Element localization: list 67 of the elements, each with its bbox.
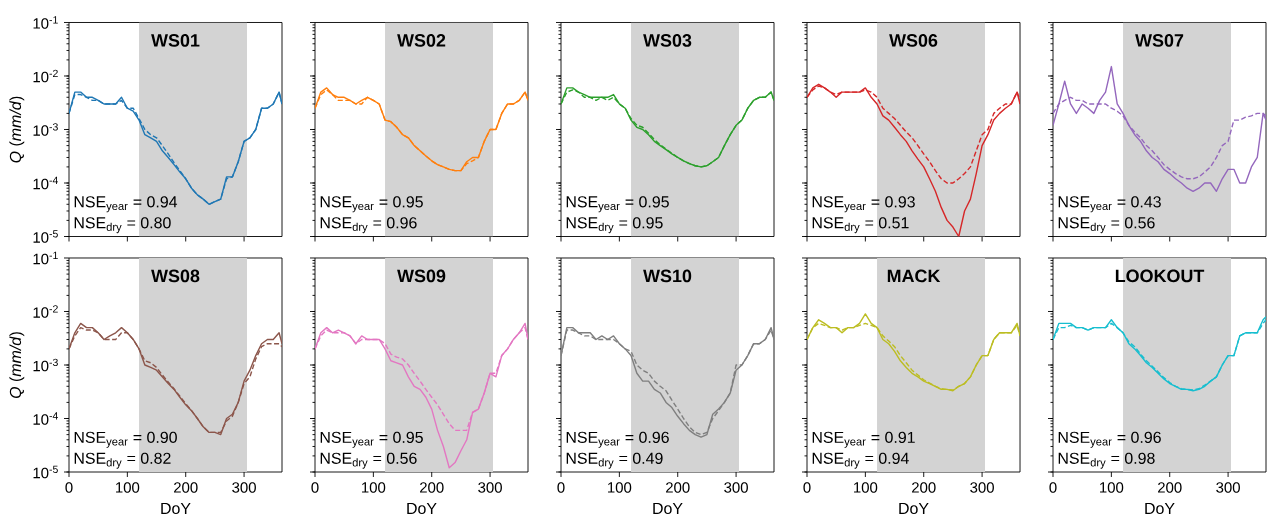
x-tick-label: 0 (803, 482, 811, 493)
x-tick-label: 300 (970, 482, 994, 493)
annotation: NSE$_{dry}$ = 0.95 (566, 217, 663, 234)
text: MACK (887, 269, 941, 283)
text: WS02 (397, 34, 446, 47)
y-tick-label: 10$^{-4}$ (33, 176, 58, 190)
x-axis-title: DoY (407, 502, 437, 515)
y-tick-label: 10$^{-5}$ (33, 230, 58, 243)
x-tick-label: 0 (311, 482, 319, 493)
x-axis-title: DoY (899, 502, 929, 515)
x-axis-title: DoY (1145, 502, 1175, 515)
annotation: NSE$_{year}$ = 0.95 (320, 196, 423, 213)
annotation: NSE$_{dry}$ = 0.94 (812, 452, 909, 469)
annotation: NSE$_{dry}$ = 0.56 (320, 452, 417, 469)
y-tick-label: 10$^{-3}$ (33, 123, 58, 136)
y-tick-label: 10$^{-5}$ (33, 465, 58, 479)
annotation: NSE$_{dry}$ = 0.82 (74, 452, 171, 469)
text: WS08 (151, 269, 200, 283)
x-tick-label: 200 (912, 482, 936, 493)
y-axis-title: Q (mm/d) (9, 96, 25, 163)
annotation: NSE$_{year}$ = 0.95 (566, 196, 669, 213)
annotation: NSE$_{dry}$ = 0.56 (1058, 217, 1155, 234)
x-tick-label: 100 (1100, 482, 1124, 493)
text: WS10 (643, 269, 692, 283)
text: WS03 (643, 34, 692, 47)
x-tick-label: 300 (232, 482, 256, 493)
text: WS09 (397, 269, 446, 283)
annotation: NSE$_{dry}$ = 0.96 (320, 217, 417, 234)
x-tick-label: 0 (65, 482, 73, 493)
x-axis-title: DoY (161, 502, 191, 515)
x-tick-label: 300 (724, 482, 748, 493)
y-tick-label: 10$^{-2}$ (33, 69, 58, 83)
x-axis-title: DoY (653, 502, 683, 515)
annotation: NSE$_{dry}$ = 0.80 (74, 217, 171, 234)
annotation: NSE$_{dry}$ = 0.51 (812, 217, 909, 234)
x-tick-label: 100 (362, 482, 386, 493)
y-tick-label: 10$^{-1}$ (33, 16, 58, 29)
x-tick-label: 100 (116, 482, 140, 493)
annotation: NSE$_{year}$ = 0.91 (812, 431, 915, 448)
text: LOOKOUT (1115, 269, 1205, 283)
x-tick-label: 100 (854, 482, 878, 493)
x-tick-label: 300 (478, 482, 502, 493)
y-axis-title: Q (mm/d) (9, 332, 25, 399)
x-tick-label: 200 (420, 482, 444, 493)
annotation: NSE$_{year}$ = 0.95 (320, 431, 423, 448)
text: WS01 (151, 34, 200, 47)
x-tick-label: 0 (557, 482, 565, 493)
y-tick-label: 10$^{-4}$ (33, 412, 58, 425)
x-tick-label: 200 (174, 482, 198, 493)
x-tick-label: 0 (1049, 482, 1057, 493)
x-tick-label: 100 (608, 482, 632, 493)
annotation: NSE$_{year}$ = 0.90 (74, 431, 177, 448)
y-tick-label: 10$^{-1}$ (33, 251, 58, 265)
annotation: NSE$_{dry}$ = 0.49 (566, 452, 663, 469)
annotation: NSE$_{year}$ = 0.96 (1058, 431, 1161, 448)
annotation: NSE$_{dry}$ = 0.98 (1058, 452, 1155, 469)
x-tick-label: 300 (1216, 482, 1240, 493)
text: WS07 (1135, 34, 1184, 47)
annotation: NSE$_{year}$ = 0.96 (566, 431, 669, 448)
x-tick-label: 200 (666, 482, 690, 493)
annotation: NSE$_{year}$ = 0.43 (1058, 196, 1161, 213)
x-tick-label: 200 (1158, 482, 1182, 493)
text: WS06 (889, 34, 938, 47)
y-tick-label: 10$^{-3}$ (33, 358, 58, 372)
annotation: NSE$_{year}$ = 0.93 (812, 196, 915, 213)
annotation: NSE$_{year}$ = 0.94 (74, 196, 178, 213)
y-tick-label: 10$^{-2}$ (33, 305, 58, 318)
